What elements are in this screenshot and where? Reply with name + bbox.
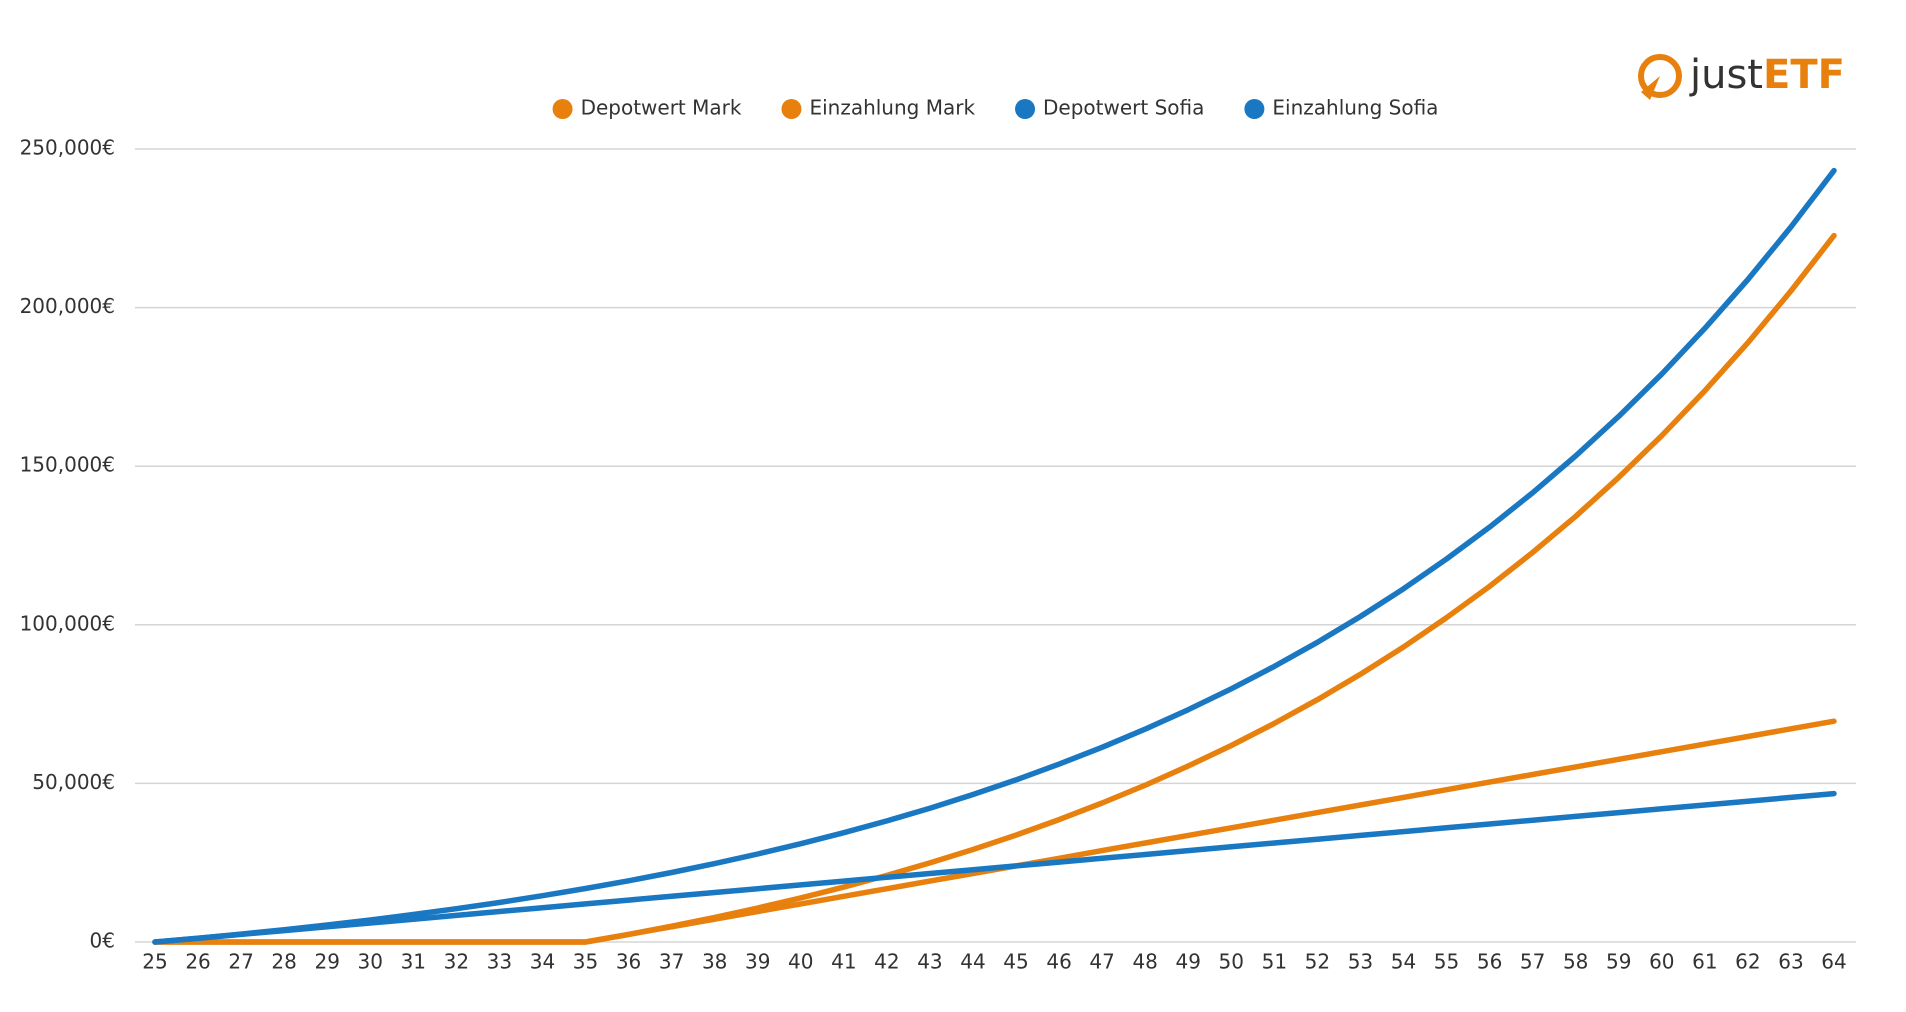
- x-tick-label: 58: [1563, 950, 1588, 974]
- x-tick-label: 57: [1520, 950, 1545, 974]
- y-tick-label: 0€: [90, 929, 115, 953]
- legend-marker: [781, 99, 802, 119]
- x-tick-label: 59: [1606, 950, 1631, 974]
- x-tick-label: 56: [1477, 950, 1502, 974]
- legend: Depotwert Mark Einzahlung Mark Depotwert S…: [552, 96, 1438, 120]
- x-tick-label: 55: [1434, 950, 1459, 974]
- x-tick-label: 31: [401, 950, 426, 974]
- x-tick-label: 38: [702, 950, 727, 974]
- x-tick-label: 34: [530, 950, 555, 974]
- x-tick-label: 28: [271, 950, 296, 974]
- x-tick-label: 62: [1735, 950, 1760, 974]
- series-line: [152, 167, 1837, 945]
- x-tick-label: 30: [358, 950, 383, 974]
- y-tick-label: 50,000€: [32, 770, 115, 794]
- x-tick-label: 40: [788, 950, 813, 974]
- logo: justETF: [1638, 52, 1845, 100]
- legend-marker: [1015, 99, 1036, 119]
- logo-part: ETF: [1763, 52, 1845, 98]
- x-tick-label: 61: [1692, 950, 1717, 974]
- logo-arrow: [1641, 76, 1660, 100]
- y-tick-label: 100,000€: [20, 611, 115, 635]
- x-tick-label: 53: [1348, 950, 1373, 974]
- x-tick-label: 47: [1089, 950, 1114, 974]
- x-tick-label: 36: [616, 950, 641, 974]
- logo-icon: [1638, 54, 1682, 98]
- x-tick-label: 63: [1778, 950, 1803, 974]
- x-tick-label: 46: [1046, 950, 1071, 974]
- y-tick-label: 200,000€: [20, 294, 115, 318]
- legend-marker: [552, 99, 573, 119]
- x-tick-label: 41: [831, 950, 856, 974]
- x-tick-label: 52: [1305, 950, 1330, 974]
- x-tick-label: 60: [1649, 950, 1674, 974]
- x-tick-label: 26: [185, 950, 210, 974]
- x-tick-label: 33: [487, 950, 512, 974]
- x-tick-label: 35: [573, 950, 598, 974]
- x-tick-label: 37: [659, 950, 684, 974]
- x-tick-label: 43: [917, 950, 942, 974]
- x-tick-label: 29: [314, 950, 339, 974]
- logo-text: justETF: [1689, 52, 1845, 98]
- legend-marker: [1244, 99, 1265, 119]
- x-tick-label: 27: [228, 950, 253, 974]
- x-tick-label: 64: [1821, 950, 1846, 974]
- legend-label: Depotwert Sofia: [1043, 96, 1204, 120]
- x-tick-label: 48: [1132, 950, 1157, 974]
- y-tick-label: 150,000€: [20, 453, 115, 477]
- x-tick-label: 39: [745, 950, 770, 974]
- x-tick-label: 32: [444, 950, 469, 974]
- x-tick-label: 54: [1391, 950, 1416, 974]
- x-tick-label: 25: [142, 950, 167, 974]
- series-line: [152, 718, 1837, 945]
- x-tick-label: 44: [960, 950, 985, 974]
- series-line: [152, 232, 1837, 945]
- logo-part: just: [1689, 52, 1763, 98]
- x-tick-label: 49: [1176, 950, 1201, 974]
- x-tick-label: 50: [1219, 950, 1244, 974]
- legend-label: Depotwert Mark: [581, 96, 742, 120]
- x-tick-label: 42: [874, 950, 899, 974]
- y-tick-label: 250,000€: [20, 136, 115, 160]
- series-line: [152, 790, 1837, 945]
- x-tick-label: 51: [1262, 950, 1287, 974]
- x-tick-label: 45: [1003, 950, 1028, 974]
- legend-label: Einzahlung Sofia: [1272, 96, 1438, 120]
- legend-label: Einzahlung Mark: [809, 96, 975, 120]
